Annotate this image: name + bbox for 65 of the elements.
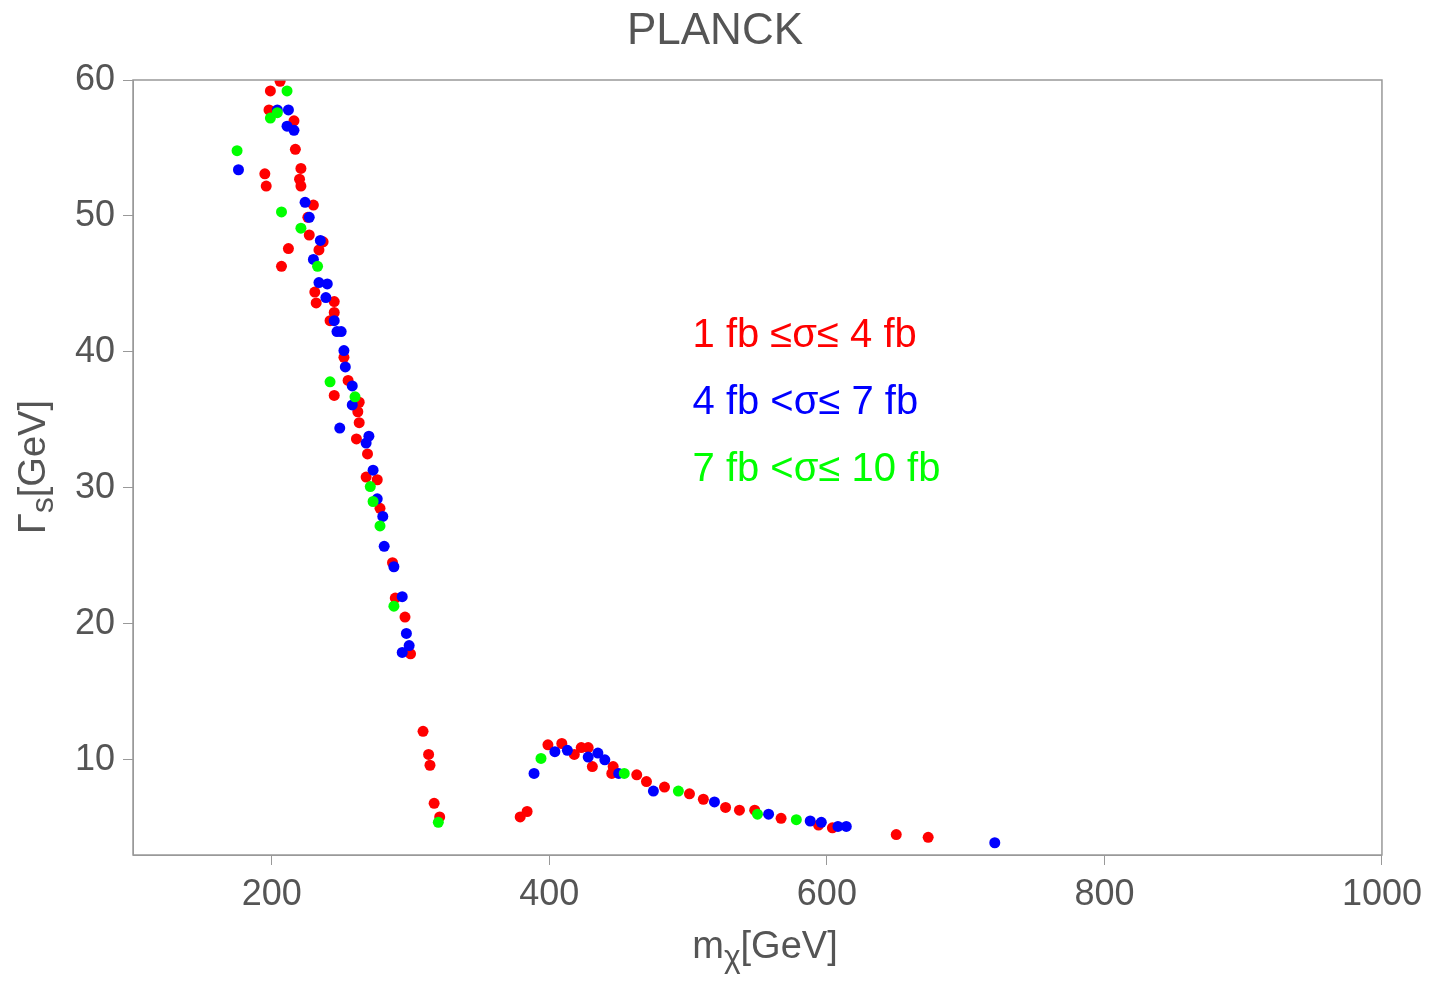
point (346, 380, 358, 392)
x-tick-label: 400 (519, 871, 580, 913)
x-axis-title: m$_{χ}$[GeV] (691, 924, 839, 975)
chart-title: PLANCK (625, 4, 805, 54)
point (339, 361, 351, 373)
point (334, 422, 346, 434)
point (364, 481, 376, 493)
y-tick-label: 10 (74, 736, 115, 778)
y-tick-label: 50 (74, 192, 115, 234)
point (321, 278, 333, 290)
point (561, 744, 573, 756)
point (400, 627, 412, 639)
point (374, 520, 386, 532)
point (312, 260, 324, 272)
x-tick-label: 200 (241, 871, 302, 913)
point (582, 751, 594, 763)
point (288, 124, 300, 136)
point (367, 495, 379, 507)
point (403, 640, 415, 652)
x-tick-label: 1000 (1341, 871, 1422, 913)
point (338, 345, 350, 357)
point (535, 752, 547, 764)
point (528, 767, 540, 779)
point (328, 315, 340, 327)
point (396, 646, 408, 658)
point (804, 815, 816, 827)
point (282, 104, 294, 116)
text: 1 fb ≤σ≤ 4 fb (692, 310, 917, 355)
y-tick-label: 30 (74, 464, 115, 506)
text: 4 fb <σ≤ 7 fb (692, 377, 919, 422)
point (281, 85, 293, 97)
point (275, 206, 287, 218)
x-tick-label: 800 (1074, 871, 1135, 913)
point (592, 747, 604, 759)
point (378, 540, 390, 552)
y-tick-label: 40 (74, 328, 115, 370)
point (763, 808, 775, 820)
point (432, 816, 444, 828)
point (647, 785, 659, 797)
point (324, 376, 336, 388)
point (295, 222, 307, 234)
point (360, 437, 372, 449)
point (377, 510, 389, 522)
point (320, 292, 332, 304)
point (708, 796, 720, 808)
point (231, 145, 243, 157)
point (751, 808, 763, 820)
point (396, 591, 408, 603)
y-tick-label: 60 (74, 56, 115, 98)
point (388, 561, 400, 573)
point (989, 837, 1001, 849)
point (232, 164, 244, 176)
point (349, 391, 361, 403)
point (388, 600, 400, 612)
point (367, 464, 379, 476)
x-tick-label: 600 (796, 871, 857, 913)
text: 7 fb <σ≤ 10 fb (692, 444, 941, 489)
point (264, 112, 276, 124)
point (299, 196, 311, 208)
point (790, 814, 802, 826)
point (672, 785, 684, 797)
point (599, 754, 611, 766)
point (549, 746, 561, 758)
point (618, 767, 630, 779)
y-tick-label: 20 (74, 600, 115, 642)
